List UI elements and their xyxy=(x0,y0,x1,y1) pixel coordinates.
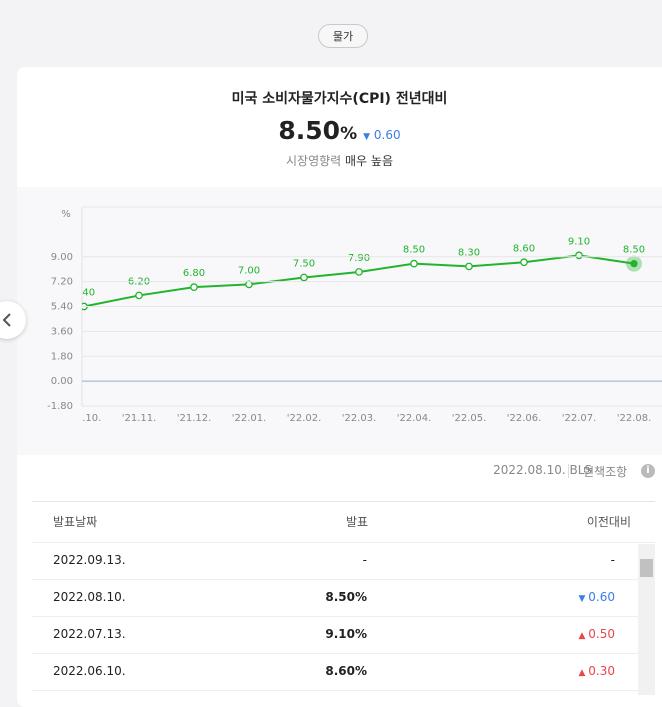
plot: '21.10. '21.11. '21.12. '22.01. '22.02. '22.0… xyxy=(67,236,652,424)
y-tick-label: -1.80 xyxy=(47,401,73,412)
value-label: 8.30 xyxy=(458,247,480,258)
value-cell: 8.50% xyxy=(325,590,367,604)
chart-area xyxy=(17,187,662,455)
change-value: 0.60 xyxy=(373,128,401,142)
value-label: 7.90 xyxy=(348,253,370,264)
x-tick-label: '22.06. xyxy=(507,413,542,424)
table-row: 2022.06.10. 8.60% ▲ 0.30 xyxy=(32,653,655,691)
point xyxy=(575,251,583,260)
x-tick-label: '22.01. xyxy=(232,413,267,424)
header-cell: 이전대비 xyxy=(586,515,631,529)
category-tag[interactable]: 물가 xyxy=(318,24,368,48)
header-cell: 발표 xyxy=(345,515,369,529)
unit: % xyxy=(340,124,358,144)
point xyxy=(245,280,253,289)
header-cell: 발표날짜 xyxy=(53,515,98,529)
value-cell: - xyxy=(362,553,367,567)
table-row: 2022.09.13. - - xyxy=(32,542,655,580)
y-tick-label: 5.40 xyxy=(51,302,73,313)
value: 8.50 xyxy=(278,116,341,145)
arrow: ▲ xyxy=(578,668,589,678)
arrow: ▲ xyxy=(578,631,589,641)
indicator-title: 미국 소비자물가지수(CPI) 전년대비 xyxy=(231,91,448,107)
value-label: 8.60 xyxy=(513,243,535,254)
change-value: 0.50 xyxy=(588,627,615,641)
change-cell: ▲ 0.30 xyxy=(578,653,615,692)
point xyxy=(630,260,638,268)
x-tick-label: '22.03. xyxy=(342,413,377,424)
change-cell: ▼ 0.60 xyxy=(578,579,615,618)
indicator-value: 8.50% ▼ 0.60 xyxy=(17,116,662,145)
value-label: 9.10 xyxy=(568,236,590,247)
x-tick-label: '21.12. xyxy=(177,413,212,424)
value-cell: 9.10% xyxy=(325,627,367,641)
value-label: 7.00 xyxy=(238,265,260,276)
arrow: ▼ xyxy=(363,132,371,142)
y-tick-label: 0.00 xyxy=(51,376,73,387)
x-tick-label: '22.07. xyxy=(562,413,597,424)
table-header: 발표날짜 발표 이전대비 xyxy=(32,502,655,543)
x-tick-label: '22.04. xyxy=(397,413,432,424)
point xyxy=(300,273,308,282)
value-label: 5.40 xyxy=(73,288,95,299)
y-tick-label: 1.80 xyxy=(51,351,73,362)
table-row: 2022.07.13. 9.10% ▲ 0.50 xyxy=(32,616,655,654)
x-tick-label: '22.02. xyxy=(287,413,322,424)
change-value: 0.60 xyxy=(588,590,615,604)
point xyxy=(465,262,473,271)
source: 2022.08.10. BLS xyxy=(493,463,592,477)
point xyxy=(355,268,363,276)
y-unit: % xyxy=(61,209,71,220)
date-cell: 2022.08.10. xyxy=(53,590,126,604)
scrollbar[interactable] xyxy=(638,544,655,695)
value-label: 7.50 xyxy=(293,258,315,269)
y-tick-label: 9.00 xyxy=(51,252,73,263)
point xyxy=(190,283,198,292)
table-row: 2022.08.10. 8.50% ▼ 0.60 xyxy=(32,579,655,617)
disclaimer[interactable]: 면책조항 xyxy=(583,465,628,479)
prev-button[interactable] xyxy=(0,301,26,339)
info-icon[interactable]: i xyxy=(641,464,655,478)
x-tick-label: '21.10. xyxy=(67,413,102,424)
change-value: - xyxy=(610,553,615,567)
change: ▼ 0.60 xyxy=(363,128,400,142)
x-tick-label: '21.11. xyxy=(122,413,157,424)
impact-value: 매우 높음 xyxy=(345,154,393,168)
x-tick-label: '22.05. xyxy=(452,413,487,424)
date-cell: 2022.06.10. xyxy=(53,664,126,678)
separator xyxy=(568,464,569,478)
change-cell: - xyxy=(611,542,615,579)
value-cell: 8.60% xyxy=(325,664,367,678)
point xyxy=(135,291,143,300)
x-tick-label: '22.08. xyxy=(617,413,652,424)
scroll-thumb[interactable] xyxy=(640,559,653,577)
point xyxy=(520,258,528,267)
change-value: 0.30 xyxy=(588,664,615,678)
y-tick-label: 7.20 xyxy=(51,277,73,288)
y-tick-label: 3.60 xyxy=(51,326,73,337)
date-cell: 2022.07.13. xyxy=(53,627,126,641)
change-cell: ▲ 0.50 xyxy=(578,616,615,655)
point xyxy=(410,259,418,268)
value-label: 8.50 xyxy=(403,245,425,256)
chevron xyxy=(2,313,11,327)
value-label: 8.50 xyxy=(623,245,645,256)
arrow: ▼ xyxy=(578,594,589,604)
impact-label: 시장영향력 xyxy=(285,154,342,168)
chart: % '21.10. '21.11. '21.12. '22.01. '22.02. '22… xyxy=(47,206,662,424)
date-cell: 2022.09.13. xyxy=(53,553,126,567)
table: 발표날짜 발표 이전대비 2022.09.13. - - 2022.08.10. 8.5… xyxy=(32,501,655,696)
value-label: 6.80 xyxy=(183,268,205,279)
impact: 시장영향력 매우 높음 xyxy=(17,152,662,169)
